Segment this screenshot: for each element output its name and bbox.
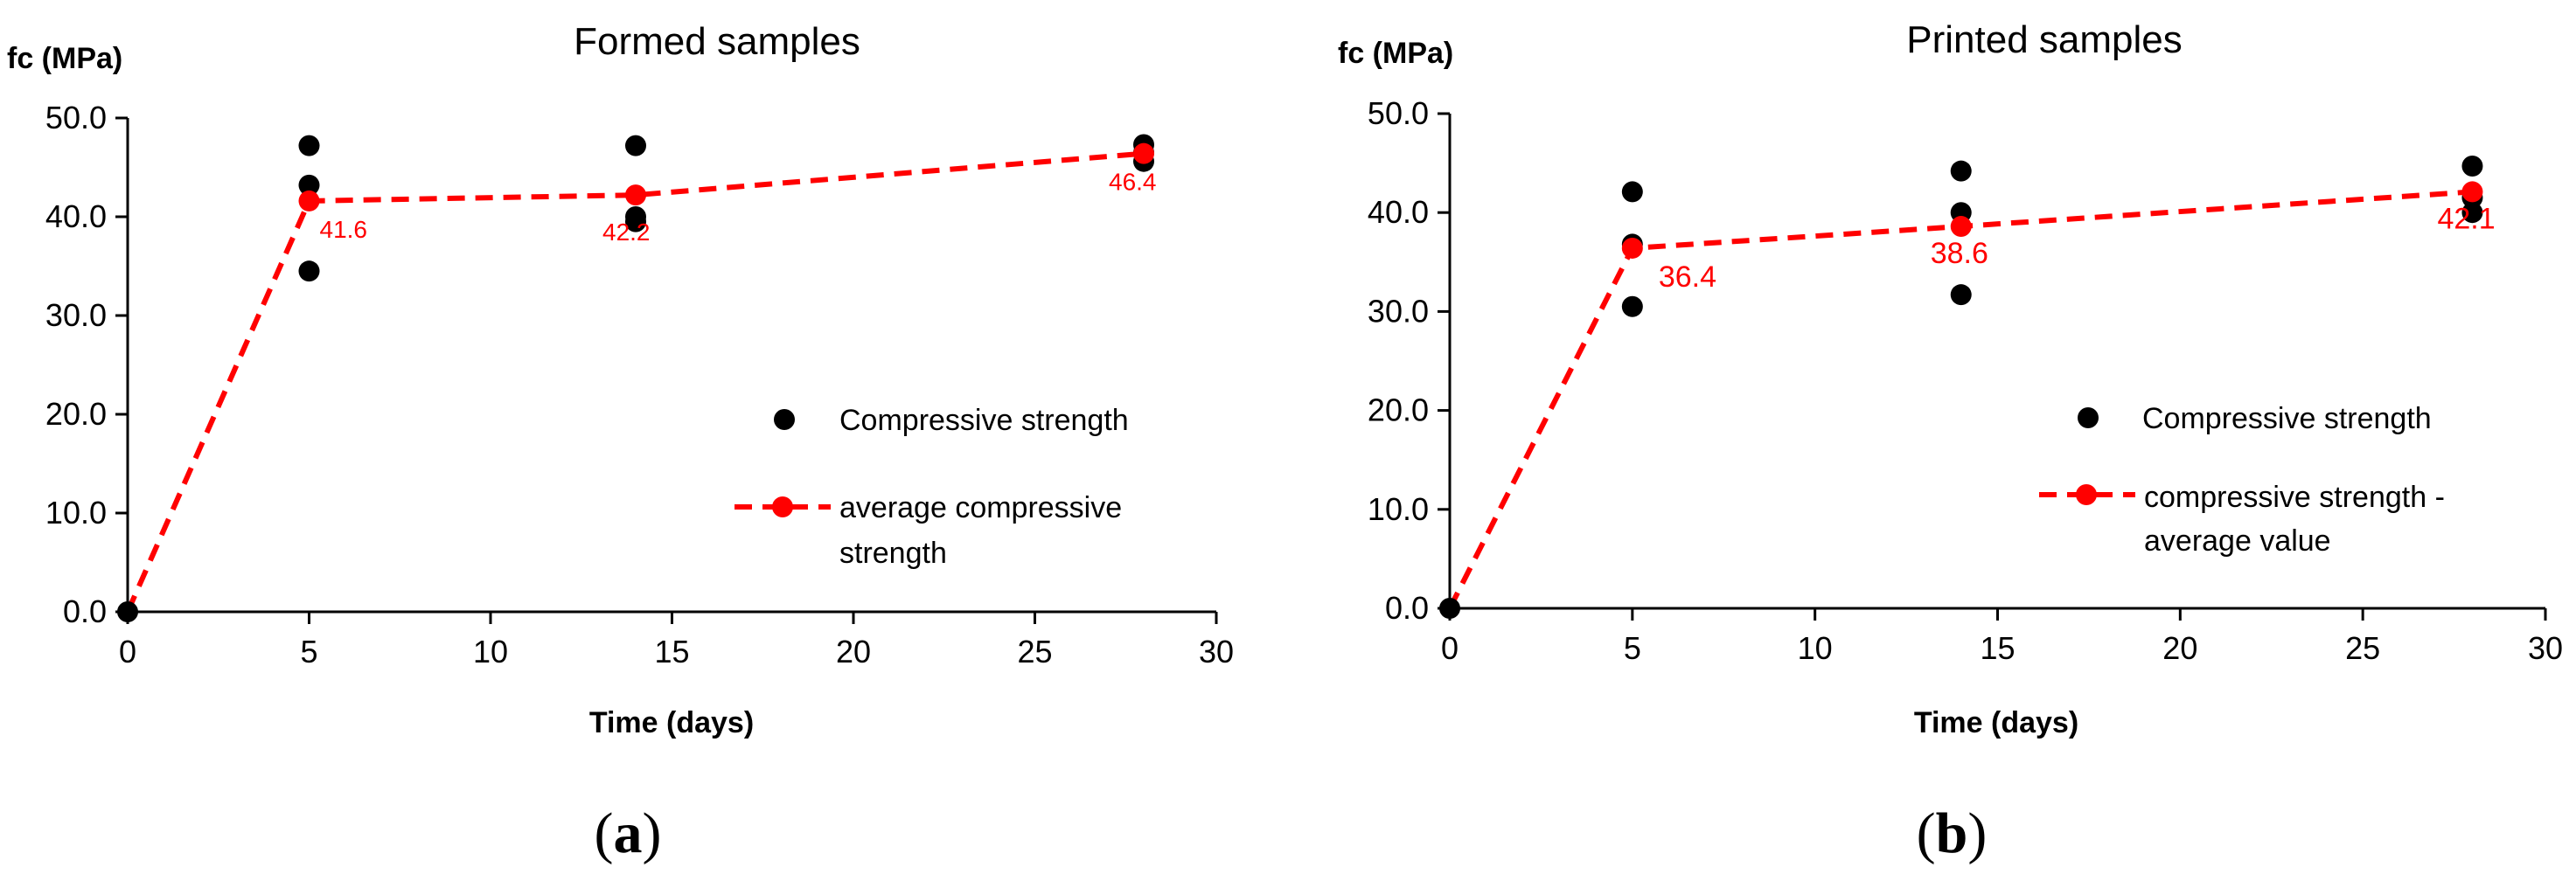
chart-title: Formed samples [574,20,860,63]
data-label: 36.4 [1659,260,1716,294]
data-point [117,601,138,622]
panel-caption-a: (a) [595,801,662,865]
x-tick-label: 0 [119,634,136,669]
legend: Compressive strength average compressive… [735,404,1196,570]
average-point [1133,142,1154,164]
x-tick-label: 15 [1980,630,2015,666]
y-axis-label: fc (MPa) [1338,37,1453,70]
data-point [1621,295,1643,317]
data-point [1621,181,1643,203]
legend-marker-compressive-strength [774,409,795,430]
x-tick-label: 30 [1199,634,1234,669]
data-point [2461,202,2483,224]
data-point [1950,284,1972,306]
legend-label-average-line2: average value [2144,524,2331,558]
average-point [298,190,320,212]
legend-marker-average [772,496,793,517]
data-point [2461,155,2483,177]
average-point [1950,216,1972,238]
chart-panel-b: Printed samples fc (MPa) Time (days) 0.0… [1338,18,2563,865]
y-tick-label: 30.0 [45,297,107,333]
legend-label-average: average compressive strength [839,491,1196,570]
data-point [625,135,646,156]
x-tick-label: 5 [300,634,317,669]
x-tick-label: 20 [836,634,871,669]
y-tick-label: 40.0 [1368,194,1429,230]
x-tick-label: 30 [2528,630,2563,666]
x-axis-label: Time (days) [589,706,754,739]
average-point [625,184,646,206]
data-label: 46.4 [1109,169,1157,196]
y-tick-label: 50.0 [45,100,107,135]
data-point [298,135,320,156]
data-point [625,211,646,232]
y-tick-label: 20.0 [45,396,107,432]
y-tick-label: 50.0 [1368,95,1429,131]
legend-marker-average [2076,484,2097,505]
legend-label-average: compressive strength - average value [2144,481,2453,558]
data-point [298,260,320,282]
data-label: 38.6 [1931,237,1988,270]
legend-label-average-line2: strength [839,537,947,570]
legend-marker-compressive-strength [2078,407,2099,428]
y-tick-label: 20.0 [1368,392,1429,428]
legend-label-average-line1: compressive strength - [2144,481,2445,514]
data-point [1439,598,1460,619]
y-tick-label: 0.0 [63,593,107,629]
y-tick-label: 30.0 [1368,293,1429,329]
average-point [1621,237,1643,259]
x-tick-label: 15 [654,634,689,669]
x-tick-label: 10 [1798,630,1833,666]
y-tick-label: 0.0 [1385,590,1429,626]
average-point [2461,181,2483,203]
data-label: 42.1 [2437,202,2495,235]
chart-panel-a: Formed samples fc (MPa) Time (days) 0.0 1… [7,20,1234,865]
y-axis-label: fc (MPa) [7,42,122,75]
data-point [298,174,320,196]
x-tick-label: 25 [2345,630,2380,666]
chart-title: Printed samples [1906,18,2182,61]
y-tick-label: 40.0 [45,198,107,234]
y-tick-label: 10.0 [1368,491,1429,527]
y-tick-label: 10.0 [45,495,107,531]
data-point [1950,160,1972,182]
average-line [125,150,1145,614]
x-tick-label: 5 [1624,630,1641,666]
average-line [1447,189,2473,610]
x-tick-label: 25 [1017,634,1052,669]
panel-caption-b: (b) [1917,801,1988,865]
legend-label-average-line1: average compressive [839,491,1122,524]
legend: Compressive strength compressive strengt… [2039,402,2453,558]
data-label: 41.6 [320,216,368,243]
x-tick-label: 20 [2162,630,2197,666]
x-tick-label: 10 [473,634,508,669]
legend-label-compressive-strength: Compressive strength [839,404,1129,437]
legend-label-compressive-strength: Compressive strength [2142,402,2432,435]
data-label: 42.2 [602,219,651,246]
x-tick-label: 0 [1441,630,1459,666]
x-axis-label: Time (days) [1914,706,2078,739]
